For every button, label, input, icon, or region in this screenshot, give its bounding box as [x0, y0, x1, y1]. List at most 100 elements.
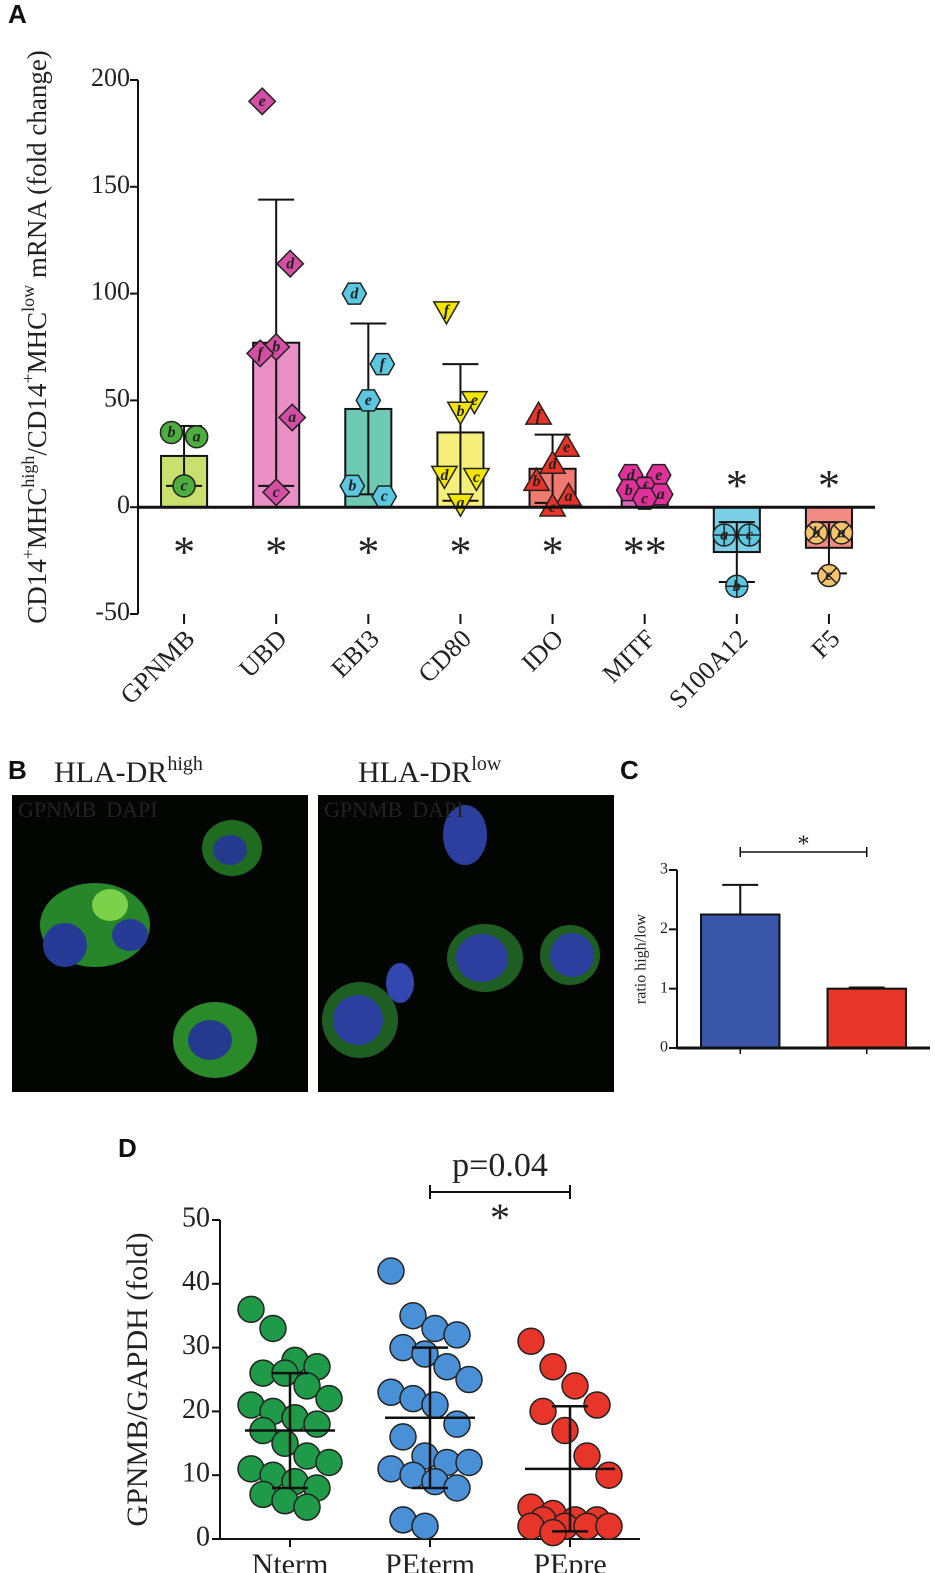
- significance: *: [265, 527, 287, 576]
- significance: *: [449, 527, 471, 576]
- point: [432, 301, 461, 326]
- x-tick-label: Nterm: [252, 1548, 329, 1573]
- x-tick-label: IDO: [516, 624, 569, 677]
- y-axis-label-part: /CD14: [22, 383, 52, 456]
- point: [247, 87, 277, 116]
- micrograph: [318, 795, 614, 1092]
- point: [237, 1295, 265, 1324]
- point-label: a: [565, 488, 573, 505]
- y-tick-label: 50: [182, 1202, 210, 1233]
- point: [369, 352, 396, 376]
- point-label: d: [286, 255, 295, 272]
- y-axis-label-part: +: [18, 549, 38, 559]
- point-label: f: [536, 407, 543, 424]
- point: [573, 1442, 601, 1470]
- point: [293, 1493, 321, 1521]
- y-tick-label: 0: [117, 490, 130, 519]
- point: [303, 1410, 331, 1438]
- point: [561, 1372, 589, 1400]
- point-label: c: [746, 527, 753, 544]
- point-label: d: [350, 285, 359, 302]
- y-axis-label: ratio high/low: [633, 913, 650, 1004]
- image-title-text: HLA-DR: [358, 756, 471, 789]
- y-tick-label: 3: [660, 861, 668, 878]
- point: [315, 1448, 343, 1477]
- significance: *: [798, 832, 810, 858]
- x-tick-label: PEterm: [385, 1548, 475, 1573]
- y-tick-label: 20: [182, 1394, 210, 1425]
- y-tick-label: 100: [91, 277, 130, 306]
- point-label: d: [440, 467, 449, 484]
- y-tick-label: 2: [660, 920, 668, 937]
- point: [430, 465, 459, 490]
- annotation: p=0.04: [452, 1147, 548, 1184]
- image-title: HLA-DRlow: [358, 753, 502, 789]
- point: [554, 481, 583, 507]
- point-label: a: [720, 527, 728, 544]
- point: [552, 432, 581, 457]
- significance: *: [726, 461, 748, 510]
- point-label: c: [381, 488, 388, 505]
- point-label: f: [258, 345, 265, 362]
- point: [524, 400, 553, 425]
- y-tick-label: 150: [91, 170, 130, 199]
- stain-label: DAPI: [412, 797, 463, 822]
- y-axis-label-part: high: [18, 456, 38, 488]
- point: [539, 1352, 567, 1381]
- stain-label: DAPI: [106, 797, 157, 822]
- bar: [826, 987, 907, 1050]
- significance: *: [173, 527, 195, 576]
- significance: *: [490, 1195, 510, 1240]
- significance: *: [818, 461, 840, 510]
- point: [462, 467, 491, 493]
- y-axis-label-part: CD14: [22, 559, 52, 624]
- point: [315, 1384, 343, 1413]
- point: [455, 1448, 483, 1477]
- point-label: e: [259, 93, 266, 110]
- image-title-sup: low: [471, 753, 502, 775]
- point-label: b: [733, 578, 741, 595]
- point-label: c: [641, 490, 648, 507]
- point-label: a: [456, 495, 464, 512]
- panel-label: C: [620, 755, 639, 785]
- point: [184, 424, 209, 449]
- point: [446, 493, 475, 518]
- image-title-text: HLA-DR: [54, 756, 167, 789]
- point: [583, 1391, 611, 1419]
- y-axis-label: CD14+MHChigh/CD14+MHClow mRNA (fold chan…: [18, 50, 52, 624]
- point-label: e: [365, 392, 372, 409]
- point: [595, 1461, 623, 1489]
- panel-label: D: [118, 1133, 137, 1163]
- point-label: e: [471, 392, 478, 409]
- y-tick-label: 0: [196, 1521, 210, 1552]
- x-tick-label: PEpre: [533, 1548, 606, 1573]
- point: [446, 401, 475, 426]
- x-tick-label: CD80: [412, 624, 476, 688]
- y-tick-label: -50: [95, 597, 130, 626]
- point-label: c: [473, 469, 480, 486]
- point-label: b: [812, 525, 820, 542]
- point: [399, 1301, 427, 1330]
- point: [443, 1321, 471, 1349]
- x-tick-label: GPNMB: [115, 624, 201, 710]
- stain-label: GPNMB: [18, 797, 96, 822]
- significance: **: [623, 527, 667, 576]
- point: [522, 466, 551, 492]
- x-tick-label: F5: [805, 624, 845, 664]
- point-label: a: [838, 525, 846, 542]
- point: [275, 249, 305, 278]
- point-label: e: [655, 467, 662, 484]
- y-tick-label: 0: [660, 1039, 668, 1056]
- point-label: c: [825, 567, 832, 584]
- point-label: a: [193, 428, 201, 445]
- x-tick-label: S100A12: [663, 624, 753, 714]
- point: [538, 449, 567, 475]
- micrograph: [12, 795, 308, 1092]
- point: [277, 403, 307, 432]
- point-label: b: [533, 473, 541, 490]
- point: [539, 1518, 567, 1547]
- y-tick-label: 40: [182, 1266, 210, 1297]
- y-axis-label-part: MHC: [22, 488, 52, 550]
- point: [433, 1352, 461, 1381]
